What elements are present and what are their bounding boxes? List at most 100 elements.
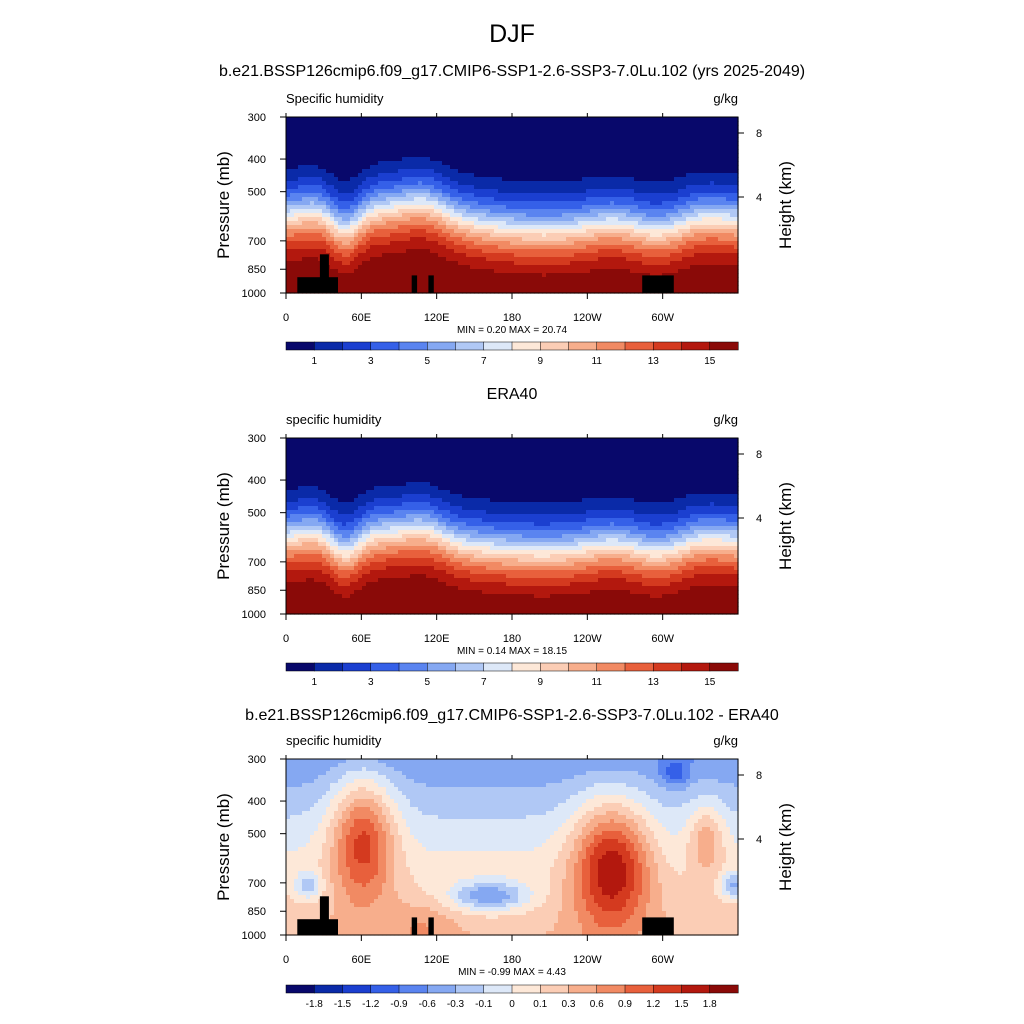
heatmap-cell — [654, 201, 659, 206]
heatmap-cell — [350, 285, 355, 290]
heatmap-cell — [394, 225, 399, 230]
heatmap-cell — [538, 277, 543, 282]
heatmap-cell — [494, 277, 499, 282]
heatmap-cell — [290, 189, 295, 194]
heatmap-cell — [534, 169, 539, 174]
heatmap-cell — [330, 269, 335, 274]
heatmap-cell — [394, 285, 399, 290]
heatmap-cell — [374, 133, 379, 138]
heatmap-cell — [306, 129, 311, 134]
heatmap-cell — [690, 261, 695, 266]
heatmap-cell — [402, 269, 407, 274]
heatmap-cell — [630, 141, 635, 146]
heatmap-cell — [566, 173, 571, 178]
heatmap-cell — [426, 145, 431, 150]
heatmap-cell — [450, 257, 455, 262]
heatmap-cell — [726, 277, 731, 282]
heatmap-cell — [430, 229, 435, 234]
heatmap-cell — [322, 157, 327, 162]
heatmap-cell — [626, 149, 631, 154]
heatmap-cell — [418, 249, 423, 254]
heatmap-cell — [434, 245, 439, 250]
heatmap-cell — [734, 177, 739, 182]
heatmap-cell — [534, 217, 539, 222]
heatmap-cell — [706, 285, 711, 290]
heatmap-cell — [326, 141, 331, 146]
heatmap-cell — [462, 261, 467, 266]
heatmap-cell — [478, 177, 483, 182]
heatmap-cell — [386, 177, 391, 182]
heatmap-cell — [626, 157, 631, 162]
heatmap-cell — [566, 213, 571, 218]
heatmap-cell — [690, 245, 695, 250]
heatmap-cell — [362, 289, 367, 294]
heatmap-cell — [302, 185, 307, 190]
heatmap-cell — [614, 233, 619, 238]
heatmap-cell — [402, 277, 407, 282]
heatmap-cell — [718, 193, 723, 198]
heatmap-cell — [602, 209, 607, 214]
heatmap-cell — [646, 161, 651, 166]
heatmap-cell — [330, 197, 335, 202]
heatmap-cell — [578, 261, 583, 266]
heatmap-cell — [470, 125, 475, 130]
heatmap-cell — [606, 253, 611, 258]
heatmap-cell — [706, 169, 711, 174]
heatmap-cell — [638, 173, 643, 178]
heatmap-cell — [726, 233, 731, 238]
heatmap-cell — [646, 129, 651, 134]
heatmap-cell — [526, 265, 531, 270]
heatmap-cell — [530, 277, 535, 282]
heatmap-cell — [702, 125, 707, 130]
heatmap-cell — [462, 161, 467, 166]
heatmap-cell — [382, 117, 387, 122]
heatmap-cell — [598, 125, 603, 130]
heatmap-cell — [442, 117, 447, 122]
heatmap-cell — [390, 233, 395, 238]
heatmap-cell — [302, 217, 307, 222]
heatmap-cell — [346, 213, 351, 218]
heatmap-cell — [318, 169, 323, 174]
heatmap-cell — [326, 161, 331, 166]
heatmap-cell — [482, 253, 487, 258]
heatmap-cell — [386, 233, 391, 238]
heatmap-cell — [630, 185, 635, 190]
heatmap-cell — [674, 265, 679, 270]
heatmap-cell — [574, 153, 579, 158]
heatmap-cell — [494, 217, 499, 222]
heatmap-cell — [542, 289, 547, 294]
heatmap-cell — [294, 177, 299, 182]
heatmap-cell — [370, 149, 375, 154]
heatmap-cell — [502, 141, 507, 146]
heatmap-cell — [398, 261, 403, 266]
heatmap-cell — [714, 133, 719, 138]
heatmap-cell — [482, 145, 487, 150]
heatmap-cell — [430, 121, 435, 126]
heatmap-cell — [562, 237, 567, 242]
heatmap-cell — [434, 197, 439, 202]
heatmap-cell — [414, 241, 419, 246]
heatmap-cell — [682, 209, 687, 214]
heatmap-cell — [354, 205, 359, 210]
heatmap-cell — [286, 201, 291, 206]
heatmap-cell — [710, 189, 715, 194]
heatmap-cell — [502, 241, 507, 246]
heatmap-cell — [634, 225, 639, 230]
heatmap-cell — [446, 273, 451, 278]
heatmap-cell — [494, 257, 499, 262]
heatmap-cell — [554, 157, 559, 162]
heatmap-cell — [534, 197, 539, 202]
heatmap-cell — [566, 285, 571, 290]
heatmap-cell — [398, 213, 403, 218]
heatmap-cell — [494, 241, 499, 246]
heatmap-cell — [726, 117, 731, 122]
heatmap-cell — [330, 157, 335, 162]
heatmap-cell — [298, 233, 303, 238]
heatmap-cell — [534, 289, 539, 294]
heatmap-cell — [466, 193, 471, 198]
heatmap-cell — [318, 221, 323, 226]
heatmap-cell — [298, 173, 303, 178]
heatmap-cell — [478, 277, 483, 282]
heatmap-cell — [494, 233, 499, 238]
heatmap-cell — [706, 277, 711, 282]
